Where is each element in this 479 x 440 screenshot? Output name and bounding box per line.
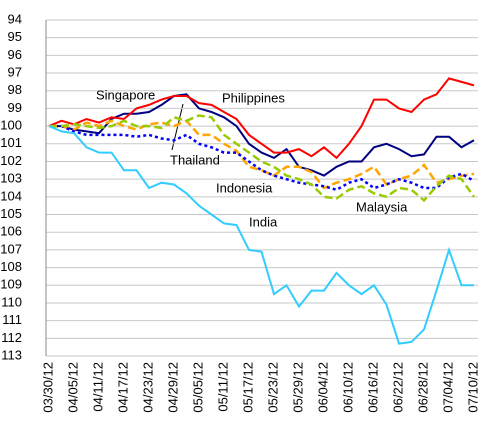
y-tick-label: 111 <box>2 312 22 327</box>
label-pointer <box>171 103 184 151</box>
x-tick-label: 04/17/12 <box>115 362 130 413</box>
x-tick-label: 05/05/12 <box>190 362 205 413</box>
x-tick-label: 04/29/12 <box>165 362 180 413</box>
y-tick-label: 99 <box>8 100 22 115</box>
y-tick-label: 98 <box>8 82 22 97</box>
series-line <box>48 125 474 345</box>
series-label: India <box>249 214 278 229</box>
y-tick-label: 95 <box>8 29 22 44</box>
x-tick-label: 06/22/12 <box>390 362 405 413</box>
y-tick-label: 113 <box>1 347 22 362</box>
x-tick-label: 07/04/12 <box>440 362 455 413</box>
series-line <box>49 93 475 177</box>
y-tick-label: 96 <box>8 47 22 62</box>
series-line <box>49 119 475 190</box>
series-label: Indonesia <box>216 180 273 195</box>
y-tick-label: 108 <box>0 259 22 274</box>
series-line <box>49 124 475 192</box>
series-line <box>48 77 475 160</box>
y-tick-label: 107 <box>0 241 22 256</box>
y-tick-label: 103 <box>0 171 22 186</box>
y-tick-label: 105 <box>0 206 22 221</box>
series-label: Thailand <box>170 152 220 167</box>
x-tick-label: 05/17/12 <box>240 362 255 413</box>
series-label: Philippines <box>222 90 285 105</box>
y-tick-label: 102 <box>0 153 22 168</box>
x-tick-label: 05/29/12 <box>290 362 305 413</box>
y-tick-label: 104 <box>0 188 22 203</box>
y-tick-label: 97 <box>8 64 22 79</box>
x-tick-label: 06/28/12 <box>415 362 430 413</box>
y-tick-label: 100 <box>0 118 22 133</box>
series-line <box>49 114 476 203</box>
x-tick-label: 05/11/12 <box>215 362 230 412</box>
x-tick-label: 05/23/12 <box>265 362 280 413</box>
x-tick-label: 06/16/12 <box>365 362 380 413</box>
x-tick-label: 04/23/12 <box>140 362 155 413</box>
x-tick-label: 04/11/12 <box>90 362 105 412</box>
x-tick-label: 06/04/12 <box>315 362 330 413</box>
series-label: Malaysia <box>356 199 408 214</box>
x-tick-label: 03/30/12 <box>40 362 55 413</box>
series-label: Singapore <box>96 87 155 102</box>
y-tick-label: 109 <box>0 277 22 292</box>
y-tick-label: 110 <box>1 294 22 309</box>
y-tick-label: 94 <box>8 11 22 26</box>
x-tick-label: 04/05/12 <box>65 362 80 413</box>
y-tick-label: 112 <box>1 330 22 345</box>
x-tick-label: 06/10/12 <box>340 362 355 413</box>
y-tick-label: 106 <box>0 224 22 239</box>
y-tick-label: 101 <box>0 135 22 150</box>
x-tick-label: 07/10/12 <box>465 362 479 413</box>
